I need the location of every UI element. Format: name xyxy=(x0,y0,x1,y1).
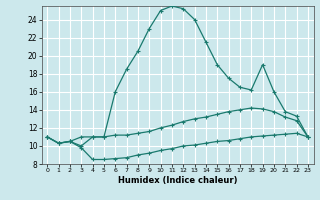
X-axis label: Humidex (Indice chaleur): Humidex (Indice chaleur) xyxy=(118,176,237,185)
